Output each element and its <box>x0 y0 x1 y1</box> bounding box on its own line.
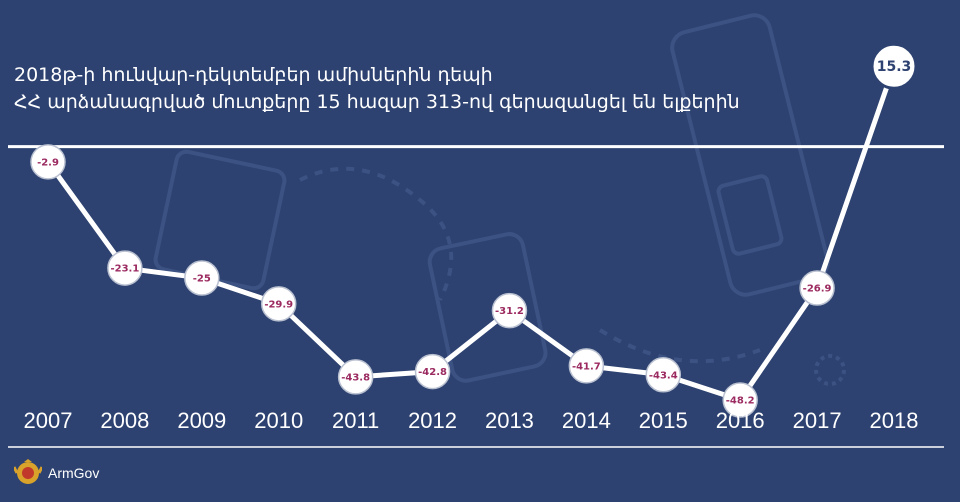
data-point-marker <box>799 270 835 306</box>
x-tick-label: 2011 <box>332 408 379 433</box>
x-tick-label: 2009 <box>177 408 226 433</box>
data-point-marker <box>722 382 758 418</box>
data-point-label: -31.2 <box>495 306 524 317</box>
x-tick-label: 2007 <box>24 408 73 433</box>
x-tick-label: 2010 <box>254 408 303 433</box>
data-point-label: -41.7 <box>572 361 601 372</box>
x-tick-label: 2013 <box>485 408 534 433</box>
x-axis-labels: 2007 2008 2009 2010 2011 2012 2013 2014 2015 2016… <box>24 408 919 433</box>
x-tick-label: 2018 <box>870 408 919 433</box>
x-tick-label: 2014 <box>562 408 611 433</box>
series-line <box>45 63 897 403</box>
title-line-2: ՀՀ արձանագրված մուտքերը 15 հազար 313-ով … <box>14 91 740 113</box>
data-point-marker <box>870 42 918 90</box>
data-point-label: -23.1 <box>110 264 139 275</box>
data-point-label: -26.9 <box>803 284 832 295</box>
data-point-label: -42.8 <box>418 367 447 378</box>
data-point-marker <box>184 260 220 296</box>
brand: ArmGov <box>14 458 99 488</box>
data-point-marker <box>30 144 66 180</box>
x-tick-label: 2008 <box>100 408 149 433</box>
data-points: -2.9 -23.1 -25 -29.9 -43.8 -42.8 -31.2 -41.7 -43… <box>30 42 918 418</box>
x-tick-label: 2016 <box>716 408 765 433</box>
x-tick-label: 2017 <box>793 408 842 433</box>
data-point-label: -2.9 <box>37 157 59 168</box>
data-point-marker <box>337 359 374 395</box>
data-point-label: -25 <box>193 274 211 285</box>
data-point-label: -43.8 <box>341 372 370 383</box>
data-point-label: -43.4 <box>649 370 678 381</box>
armenia-coat-of-arms-icon <box>14 459 42 484</box>
chart-title: 2018թ-ի հունվար-դեկտեմբեր ամիսներին դեպի… <box>14 62 740 116</box>
data-point-marker <box>491 292 528 329</box>
data-point-label: -29.9 <box>264 299 293 310</box>
data-point-marker <box>107 250 143 286</box>
data-point-marker <box>260 286 297 322</box>
x-tick-label: 2012 <box>408 408 457 433</box>
data-point-label: 15.3 <box>877 59 912 75</box>
data-point-marker <box>645 357 682 393</box>
x-tick-label: 2015 <box>639 408 688 433</box>
data-point-marker <box>568 348 605 384</box>
brand-name: ArmGov <box>48 465 100 481</box>
title-line-1: 2018թ-ի հունվար-դեկտեմբեր ամիսներին դեպի <box>14 64 493 86</box>
data-point-marker <box>414 353 451 390</box>
data-point-label: -48.2 <box>726 396 755 407</box>
